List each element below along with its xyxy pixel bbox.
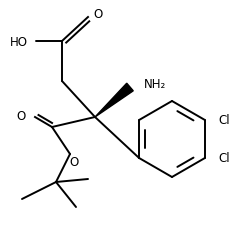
Text: Cl: Cl <box>218 152 230 165</box>
Text: O: O <box>93 8 102 20</box>
Text: HO: HO <box>10 35 28 48</box>
Text: NH₂: NH₂ <box>144 77 166 90</box>
Text: O: O <box>69 156 79 169</box>
Polygon shape <box>95 84 133 117</box>
Text: O: O <box>17 109 26 122</box>
Text: Cl: Cl <box>218 114 230 127</box>
